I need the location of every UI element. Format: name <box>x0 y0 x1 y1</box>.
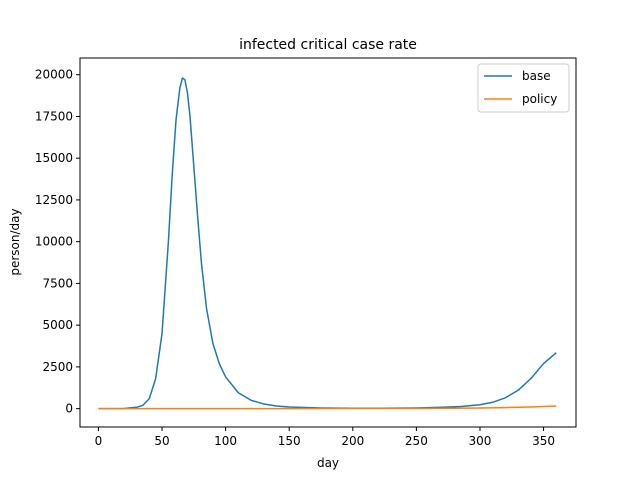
x-tick-label: 100 <box>214 434 237 448</box>
x-axis-label: day <box>317 456 339 470</box>
y-tick-label: 5000 <box>42 318 73 332</box>
series-line-base <box>98 77 557 410</box>
x-tick-label: 150 <box>278 434 301 448</box>
x-tick-label: 350 <box>532 434 555 448</box>
x-axis: 0 50 100 150 200 250 300 350 <box>95 427 555 448</box>
plot-area: 0 50 100 150 200 250 300 350 0 2500 5000 7500 10000… <box>35 57 577 448</box>
x-tick-label: 0 <box>95 434 103 448</box>
y-axis: 0 2500 5000 7500 10000 12500 15000 17500 20000 <box>35 68 80 416</box>
x-tick-label: 200 <box>341 434 364 448</box>
chart-title: infected critical case rate <box>239 37 417 53</box>
y-tick-label: 7500 <box>42 276 73 290</box>
x-tick-label: 300 <box>469 434 492 448</box>
y-tick-label: 20000 <box>35 68 73 82</box>
y-tick-label: 10000 <box>35 235 73 249</box>
y-tick-label: 0 <box>65 402 73 416</box>
y-axis-label: person/day <box>8 208 22 275</box>
y-tick-label: 2500 <box>42 360 73 374</box>
x-tick-label: 50 <box>154 434 169 448</box>
y-tick-label: 15000 <box>35 151 73 165</box>
legend-label-policy: policy <box>522 92 557 106</box>
axes-frame <box>79 57 577 428</box>
y-tick-label: 12500 <box>35 193 73 207</box>
legend-label-base: base <box>522 69 551 83</box>
series-layer <box>98 77 557 410</box>
legend: base policy <box>477 63 570 113</box>
x-tick-label: 250 <box>405 434 428 448</box>
series-line-policy <box>98 405 557 410</box>
y-tick-label: 17500 <box>35 109 73 123</box>
